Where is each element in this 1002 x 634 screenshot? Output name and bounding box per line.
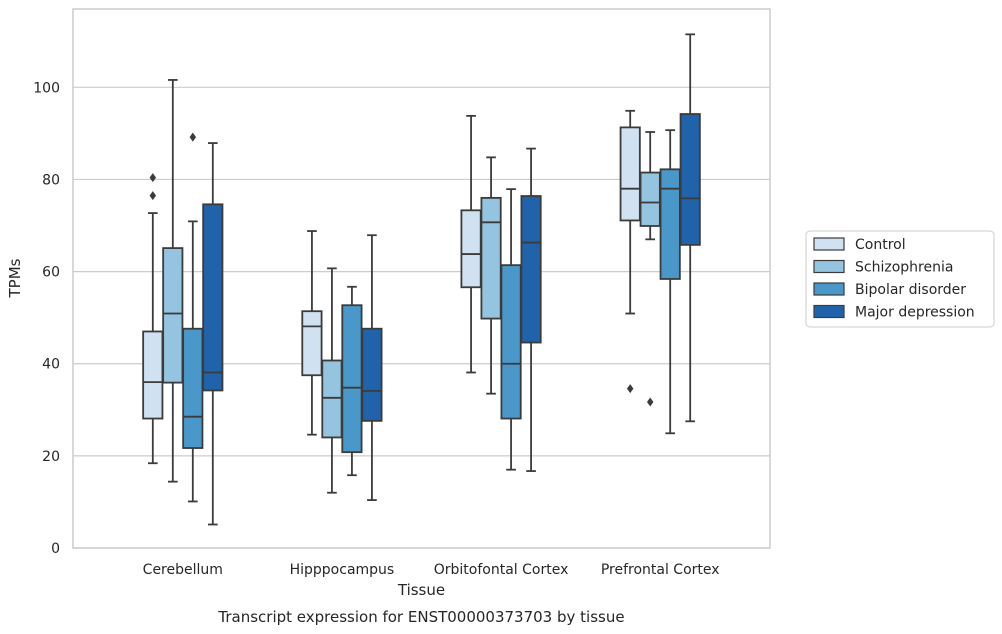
legend-swatch [813,259,845,274]
y-tick-label: 80 [42,172,60,188]
box-body [659,168,681,280]
box-major-depression [202,142,224,526]
legend-swatch [813,237,845,251]
box-body [162,247,184,384]
legend: Control Schizophrenia Bipolar disorder Majo… [805,230,995,328]
y-tick-label: 0 [51,541,60,557]
box-control [301,230,323,436]
legend-swatch [813,282,845,296]
outlier-point [149,173,157,183]
box-body [639,171,661,227]
box-major-depression [361,234,383,501]
legend-label: Control [855,237,906,253]
box-body [301,310,323,377]
box-body [460,209,482,289]
legend-frame [805,230,995,328]
box-control [142,173,164,465]
outlier-point [646,397,654,407]
box-body [679,113,701,246]
box-schizophrenia [639,131,661,407]
box-control [460,114,482,374]
outlier-point [149,191,157,201]
x-tick-labels: Cerebellum Hipppocampus Orbitofontal Corte… [143,562,720,578]
box-control [619,109,641,394]
plot-frame [72,8,771,549]
box-major-depression [679,33,701,423]
legend-label: Bipolar disorder [855,282,966,298]
outlier-point [189,132,197,142]
box-body [361,327,383,422]
box-body [142,330,164,420]
x-tick-label: Hipppocampus [290,562,395,578]
box-bipolar-disorder [659,129,681,435]
y-tick-label: 40 [42,357,60,373]
box-body [520,195,542,344]
box-schizophrenia [321,267,343,494]
box-body [480,196,502,320]
chart-caption: Transcript expression for ENST0000037370… [217,608,624,626]
box-bipolar-disorder [182,132,204,503]
box-body [500,264,522,420]
legend-swatch [813,304,845,319]
box-body [182,327,204,449]
x-axis-label: Tissue [397,581,445,599]
y-tick-label: 60 [42,265,60,281]
y-tick-label: 100 [33,80,60,96]
box-schizophrenia [480,156,502,395]
legend-label: Major depression [855,305,975,321]
box-bipolar-disorder [500,188,522,471]
y-tick-labels: 0 20 40 60 80 100 [33,80,60,557]
box-body [341,304,363,454]
outlier-point [626,384,634,394]
x-tick-label: Cerebellum [143,562,223,578]
box-body [202,203,224,392]
box-bipolar-disorder [341,285,363,477]
box-body [619,126,641,222]
box-body [321,359,343,439]
x-tick-label: Prefrontal Cortex [601,562,720,578]
y-axis-label: TPMs [6,258,24,298]
legend-label: Schizophrenia [855,260,953,276]
box-major-depression [520,147,542,472]
plot-boxes [142,33,701,526]
y-tick-label: 20 [42,449,60,465]
x-tick-label: Orbitofontal Cortex [434,562,569,578]
box-schizophrenia [162,79,184,483]
